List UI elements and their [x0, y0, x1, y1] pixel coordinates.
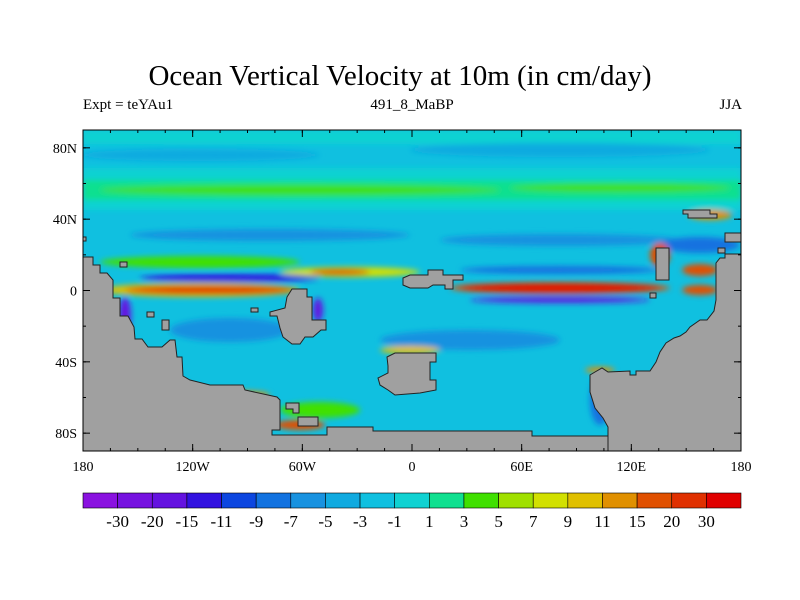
age-label: 491_8_MaBP [370, 97, 454, 113]
colorbar-swatch [498, 492, 534, 509]
colorbar-label: 11 [594, 512, 610, 531]
colorbar-label: 15 [629, 512, 646, 531]
colorbar-label: -15 [176, 512, 199, 531]
experiment-label: Expt = teYAu1 [83, 97, 174, 113]
x-tick-label: 60E [510, 460, 533, 475]
colorbar-label: 20 [663, 512, 680, 531]
plot-title: Ocean Vertical Velocity at 10m (in cm/da… [148, 60, 652, 92]
colorbar-label: 3 [460, 512, 469, 531]
y-tick-label: 80N [53, 142, 77, 157]
x-tick-label: 0 [409, 460, 416, 475]
colorbar-swatch [359, 492, 395, 509]
colorbar-swatch [221, 492, 257, 509]
colorbar-label: -20 [141, 512, 164, 531]
y-tick-label: 80S [55, 427, 77, 442]
colorbar-label: 30 [698, 512, 715, 531]
x-tick-label: 120E [617, 460, 647, 475]
colorbar-swatch [429, 492, 465, 509]
colorbar-label: 5 [494, 512, 503, 531]
colorbar-swatch [151, 492, 188, 509]
colorbar-label: -11 [211, 512, 233, 531]
colorbar-swatch [290, 492, 326, 509]
colorbar-label: -3 [353, 512, 367, 531]
colorbar-swatch [706, 492, 742, 509]
colorbar-label: -7 [284, 512, 299, 531]
y-tick-label: 40S [55, 356, 77, 371]
x-tick-label: 120W [176, 460, 211, 475]
colorbar-swatch [463, 492, 499, 509]
land-east [589, 253, 741, 451]
colorbar-label: 9 [564, 512, 573, 531]
y-tick-label: 0 [70, 285, 77, 300]
colorbar-swatch [636, 492, 673, 509]
colorbar-label: -1 [388, 512, 402, 531]
colorbar-swatch [567, 492, 603, 509]
colorbar-swatch [117, 492, 153, 509]
colorbar-swatch [532, 492, 569, 509]
x-tick-label: 180 [731, 460, 752, 475]
land-west [83, 256, 609, 451]
land-equatorial [402, 269, 464, 290]
x-tick-label: 60W [289, 460, 317, 475]
colorbar-swatch [186, 492, 222, 509]
colorbar-swatch [394, 492, 430, 509]
colorbar-label: 1 [425, 512, 434, 531]
land-south-central [377, 352, 437, 396]
colorbar-swatch [325, 492, 361, 509]
colorbar-label: -30 [106, 512, 129, 531]
x-tick-label: 180 [73, 460, 94, 475]
colorbar-label: 7 [529, 512, 538, 531]
colorbar-label: -5 [318, 512, 332, 531]
colorbar: -30 -20 -15 -11 -9 -7 -5 -3 -1 1 3 5 7 9 11 15 20 30 [82, 492, 742, 531]
colorbar-swatch [82, 492, 118, 509]
land-central-west [269, 288, 327, 345]
axis-ticks: 180 120W 60W 0 60E 120E 180 80N 40N 0 40S 80S [53, 130, 752, 475]
season-label: JJA [719, 97, 742, 113]
y-tick-label: 40N [53, 213, 77, 228]
land-masses [83, 209, 741, 451]
colorbar-swatch [255, 492, 292, 509]
colorbar-swatch [602, 492, 638, 509]
colorbar-swatch [671, 492, 707, 509]
colorbar-label: -9 [249, 512, 263, 531]
